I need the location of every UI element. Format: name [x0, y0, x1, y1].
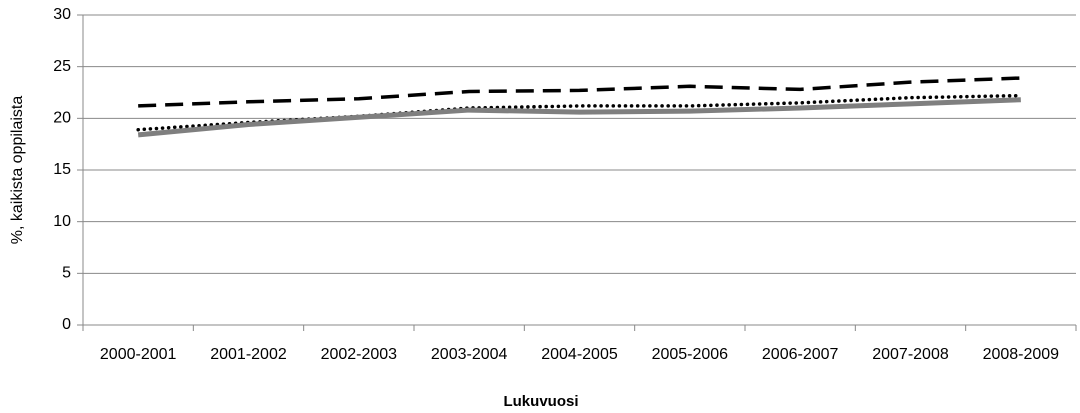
- y-tick-label: 20: [53, 110, 71, 127]
- x-tick-label: 2003-2004: [431, 346, 508, 363]
- y-tick-label: 5: [62, 265, 71, 282]
- x-tick-label: 2000-2001: [100, 346, 177, 363]
- x-tick-label: 2002-2003: [321, 346, 398, 363]
- y-tick-label: 15: [53, 161, 71, 178]
- y-tick-label: 10: [53, 213, 71, 230]
- y-tick-label: 0: [62, 316, 71, 333]
- x-tick-label: 2007-2008: [872, 346, 949, 363]
- x-tick-label: 2001-2002: [210, 346, 287, 363]
- x-tick-label: 2004-2005: [541, 346, 618, 363]
- line-series: [137, 97, 1021, 138]
- x-axis-title: Lukuvuosi: [503, 393, 578, 410]
- x-tick-label: 2005-2006: [652, 346, 729, 363]
- line-series: [138, 76, 1021, 108]
- y-axis-title: %, kaikista oppilaista: [9, 96, 26, 245]
- y-tick-label: 30: [53, 6, 71, 23]
- y-tick-label: 25: [53, 58, 71, 75]
- x-tick-label: 2006-2007: [762, 346, 839, 363]
- x-tick-label: 2008-2009: [983, 346, 1060, 363]
